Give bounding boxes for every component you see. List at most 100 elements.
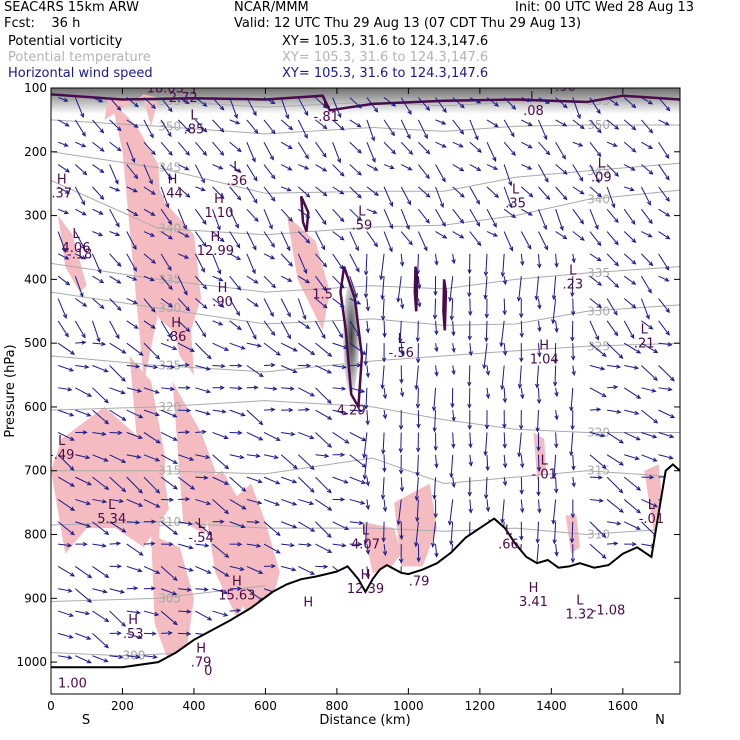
wind-vector <box>589 498 603 502</box>
wind-vector-head <box>116 564 122 569</box>
wind-vector <box>246 164 258 181</box>
wind-vector-head <box>616 521 622 526</box>
wind-vector-head <box>270 331 276 337</box>
wind-vector-head <box>510 132 515 138</box>
wind-vector-head <box>407 166 413 171</box>
wind-vector-head <box>240 412 246 417</box>
wind-vector-head <box>423 246 428 252</box>
wind-vector-head <box>356 363 362 368</box>
wind-vector-head <box>150 324 156 329</box>
wind-vector <box>212 431 228 439</box>
pv-label-value: -.01 <box>532 467 557 482</box>
wind-vector-head <box>356 300 362 305</box>
wind-vector-head <box>270 407 276 412</box>
wind-vector-head <box>399 350 405 356</box>
x-tick-label: 400 <box>183 699 206 713</box>
wind-vector <box>349 186 362 199</box>
theta-label-345: 345 <box>158 161 181 175</box>
wind-vector-head <box>667 386 673 392</box>
y-tick-label: 600 <box>24 400 47 414</box>
wind-vector <box>641 231 652 238</box>
wind-vector-head <box>217 269 222 275</box>
wind-vector <box>332 409 348 415</box>
wind-vector <box>365 343 368 366</box>
wind-vector-head <box>430 542 436 548</box>
y-tick-label: 500 <box>24 336 47 350</box>
wind-vector <box>57 320 69 337</box>
wind-vector-head <box>468 461 473 467</box>
wind-vector-head <box>185 327 191 333</box>
wind-vector-head <box>132 276 138 281</box>
wind-vector-head <box>202 127 208 133</box>
wind-vector-head <box>483 294 488 300</box>
wind-vector <box>246 476 262 483</box>
wind-vector <box>161 364 175 368</box>
y-axis-label: Pressure (hPa) <box>3 344 18 437</box>
wind-vector-head <box>219 385 225 390</box>
wind-vector <box>518 432 522 457</box>
wind-vector-head <box>415 270 421 276</box>
wind-vector-head <box>253 385 259 390</box>
wind-vector-head <box>398 558 404 564</box>
wind-vector-head <box>81 244 86 251</box>
wind-vector <box>571 521 574 543</box>
wind-vector-head <box>303 269 308 275</box>
wind-vector-head <box>155 439 161 444</box>
wind-vector-head <box>275 480 281 485</box>
wind-vector-head <box>223 435 229 440</box>
wind-vector-head <box>185 429 191 435</box>
wind-vector <box>332 476 348 484</box>
wind-vector-head <box>184 254 190 259</box>
wind-vector-head <box>96 337 101 343</box>
wind-vector <box>75 387 92 397</box>
wind-vector-head <box>502 463 508 469</box>
x-tick-label: 200 <box>111 699 134 713</box>
wind-vector <box>607 409 621 413</box>
wind-vector <box>349 320 361 337</box>
wind-vector <box>280 275 292 282</box>
wind-vector <box>212 275 223 282</box>
wind-vector-head <box>292 501 298 506</box>
wind-vector-head <box>185 385 191 391</box>
pv-contour-0 <box>51 93 680 112</box>
wind-vector-head <box>184 362 190 368</box>
wind-vector <box>57 208 69 214</box>
wind-vector <box>435 365 438 376</box>
wind-vector-head <box>116 106 122 111</box>
pv-label: H <box>168 173 178 188</box>
wind-vector-head <box>339 303 345 308</box>
wind-vector-head <box>305 407 311 412</box>
wind-vector <box>537 298 541 309</box>
wind-vector <box>397 276 402 302</box>
wind-vector-head <box>219 105 225 111</box>
wind-vector <box>195 186 205 191</box>
wind-vector-head <box>433 446 438 452</box>
wind-vector <box>484 432 488 456</box>
wind-vector <box>572 253 575 263</box>
wind-vector-head <box>69 436 75 441</box>
wind-vector-head <box>537 263 542 269</box>
wind-vector <box>607 521 621 525</box>
wind-vector-head <box>326 488 332 494</box>
wind-vector <box>246 186 258 204</box>
wind-vector-head <box>304 111 309 117</box>
wind-vector <box>400 141 413 155</box>
wind-vector <box>57 476 75 487</box>
wind-vector <box>349 141 362 154</box>
wind-vector <box>349 253 360 272</box>
wind-vector-head <box>653 418 659 424</box>
wind-vector <box>486 119 499 128</box>
wind-vector <box>349 97 362 109</box>
wind-vector <box>606 432 624 444</box>
wind-vector <box>415 365 419 390</box>
theta-label-310: 310 <box>158 515 181 529</box>
wind-vector <box>126 320 139 329</box>
wind-vector-head <box>121 458 127 463</box>
wind-vector-head <box>356 332 361 338</box>
wind-vector-head <box>425 218 430 224</box>
y-tick-label: 200 <box>24 145 47 159</box>
wind-vector <box>109 498 123 503</box>
theta-contour-345 <box>51 151 680 194</box>
wind-vector <box>382 298 385 320</box>
wind-vector <box>92 186 104 200</box>
